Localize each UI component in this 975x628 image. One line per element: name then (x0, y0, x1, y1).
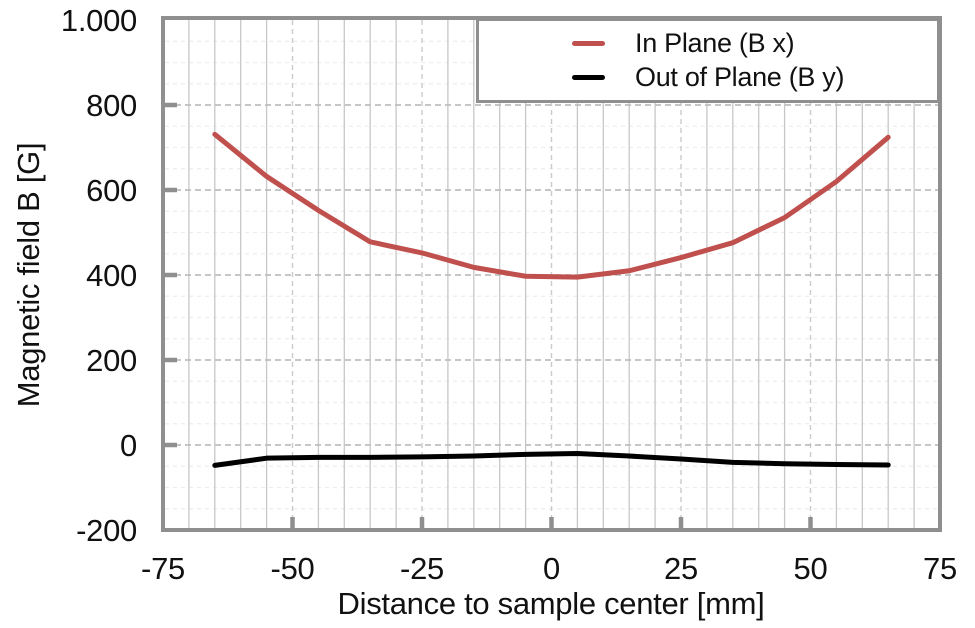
legend-item-out-of-plane: Out of Plane (B y) (572, 62, 937, 93)
y-tick-label: 400 (86, 258, 137, 293)
x-tick-label: 75 (923, 551, 957, 586)
out-of-plane-line-swatch-icon (572, 75, 605, 81)
legend-item-in-plane: In Plane (B x) (572, 28, 937, 59)
x-tick-label: -25 (400, 551, 444, 586)
x-tick-label: -50 (271, 551, 315, 586)
y-tick-label: 600 (86, 173, 137, 208)
series-line-in-plane (212, 131, 891, 280)
x-tick-label: 0 (543, 551, 560, 586)
in-plane-line-swatch-icon (572, 40, 605, 46)
series-line-out-of-plane (212, 451, 891, 468)
legend: In Plane (B x) Out of Plane (B y) (476, 18, 940, 103)
legend-label-in-plane: In Plane (B x) (635, 27, 795, 58)
y-tick-label: 0 (120, 428, 137, 463)
x-tick-label: -75 (141, 551, 185, 586)
y-tick-label: -200 (76, 513, 137, 548)
y-tick-label: 200 (86, 343, 137, 378)
legend-label-out-of-plane: Out of Plane (B y) (635, 62, 845, 93)
x-axis-title: Distance to sample center [mm] (337, 586, 765, 621)
y-tick-label: 800 (86, 88, 137, 123)
y-tick-label: 1.000 (61, 3, 137, 38)
x-tick-label: 25 (664, 551, 698, 586)
y-axis-title: Magnetic field B [G] (11, 142, 46, 408)
x-tick-label: 50 (794, 551, 828, 586)
